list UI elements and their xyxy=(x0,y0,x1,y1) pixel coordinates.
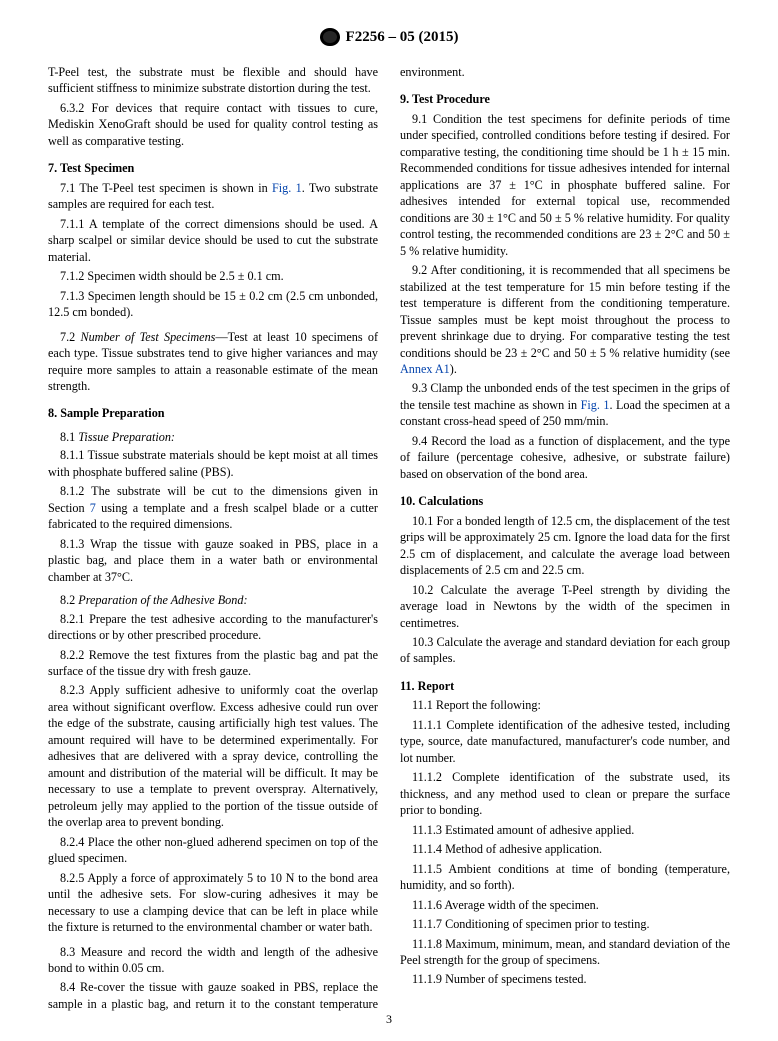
para-11-1-9: 11.1.9 Number of specimens tested. xyxy=(400,971,730,987)
astm-logo-icon xyxy=(320,28,340,46)
para-9-2-a: 9.2 After conditioning, it is recommende… xyxy=(400,263,730,359)
para-8-2-4: 8.2.4 Place the other non-glued adherend… xyxy=(48,834,378,867)
para-8-1: 8.1 Tissue Preparation: xyxy=(48,429,378,445)
para-9-2-b: ). xyxy=(450,362,457,376)
para-11-1: 11.1 Report the following: xyxy=(400,697,730,713)
para-11-1-4: 11.1.4 Method of adhesive application. xyxy=(400,841,730,857)
para-9-1: 9.1 Condition the test specimens for def… xyxy=(400,111,730,259)
para-10-3: 10.3 Calculate the average and standard … xyxy=(400,634,730,667)
para-7-2: 7.2 Number of Test Specimens—Test at lea… xyxy=(48,329,378,395)
section-9-heading: 9. Test Procedure xyxy=(400,91,730,107)
para-11-1-5: 11.1.5 Ambient conditions at time of bon… xyxy=(400,861,730,894)
para-8-1-3: 8.1.3 Wrap the tissue with gauze soaked … xyxy=(48,536,378,585)
para-8-2-3: 8.2.3 Apply sufficient adhesive to unifo… xyxy=(48,682,378,830)
para-tpeel-intro: T-Peel test, the substrate must be flexi… xyxy=(48,64,378,97)
para-9-2: 9.2 After conditioning, it is recommende… xyxy=(400,262,730,377)
section-10-heading: 10. Calculations xyxy=(400,493,730,509)
para-8-2-lead: 8.2 xyxy=(60,593,78,607)
para-8-1-title: Tissue Preparation: xyxy=(78,430,175,444)
para-7-2-lead: 7.2 xyxy=(60,330,80,344)
fig-1-link-2[interactable]: Fig. 1 xyxy=(581,398,610,412)
para-8-2: 8.2 Preparation of the Adhesive Bond: xyxy=(48,592,378,608)
standard-designation: F2256 – 05 (2015) xyxy=(346,29,459,46)
para-11-1-2: 11.1.2 Complete identification of the su… xyxy=(400,769,730,818)
para-8-2-title: Preparation of the Adhesive Bond: xyxy=(78,593,247,607)
para-7-1-1: 7.1.1 A template of the correct dimensio… xyxy=(48,216,378,265)
para-10-1: 10.1 For a bonded length of 12.5 cm, the… xyxy=(400,513,730,579)
para-8-1-1: 8.1.1 Tissue substrate materials should … xyxy=(48,447,378,480)
para-11-1-1: 11.1.1 Complete identification of the ad… xyxy=(400,717,730,766)
annex-a1-link[interactable]: Annex A1 xyxy=(400,362,450,376)
two-column-body: T-Peel test, the substrate must be flexi… xyxy=(48,64,730,1012)
para-7-1-3: 7.1.3 Specimen length should be 15 ± 0.2… xyxy=(48,288,378,321)
para-8-1-lead: 8.1 xyxy=(60,430,78,444)
para-11-1-8: 11.1.8 Maximum, minimum, mean, and stand… xyxy=(400,936,730,969)
para-7-1-a: 7.1 The T-Peel test specimen is shown in xyxy=(60,181,272,195)
para-8-1-2-b: using a template and a fresh scalpel bla… xyxy=(48,501,378,531)
page-number: 3 xyxy=(0,1012,778,1027)
para-11-1-3: 11.1.3 Estimated amount of adhesive appl… xyxy=(400,822,730,838)
section-7-heading: 7. Test Specimen xyxy=(48,160,378,176)
para-9-3: 9.3 Clamp the unbonded ends of the test … xyxy=(400,380,730,429)
para-11-1-6: 11.1.6 Average width of the specimen. xyxy=(400,897,730,913)
document-page: F2256 – 05 (2015) T-Peel test, the subst… xyxy=(0,0,778,1041)
para-10-2: 10.2 Calculate the average T-Peel streng… xyxy=(400,582,730,631)
para-8-1-2: 8.1.2 The substrate will be cut to the d… xyxy=(48,483,378,532)
fig-1-link[interactable]: Fig. 1 xyxy=(272,181,302,195)
para-8-2-5: 8.2.5 Apply a force of approximately 5 t… xyxy=(48,870,378,936)
para-7-1: 7.1 The T-Peel test specimen is shown in… xyxy=(48,180,378,213)
para-11-1-7: 11.1.7 Conditioning of specimen prior to… xyxy=(400,916,730,932)
para-7-1-2: 7.1.2 Specimen width should be 2.5 ± 0.1… xyxy=(48,268,378,284)
section-8-heading: 8. Sample Preparation xyxy=(48,405,378,421)
para-8-3: 8.3 Measure and record the width and len… xyxy=(48,944,378,977)
section-11-heading: 11. Report xyxy=(400,678,730,694)
page-header: F2256 – 05 (2015) xyxy=(48,28,730,46)
para-8-2-1: 8.2.1 Prepare the test adhesive accordin… xyxy=(48,611,378,644)
para-8-2-2: 8.2.2 Remove the test fixtures from the … xyxy=(48,647,378,680)
para-9-4: 9.4 Record the load as a function of dis… xyxy=(400,433,730,482)
para-6-3-2: 6.3.2 For devices that require contact w… xyxy=(48,100,378,149)
para-7-2-title: Number of Test Specimens xyxy=(80,330,215,344)
